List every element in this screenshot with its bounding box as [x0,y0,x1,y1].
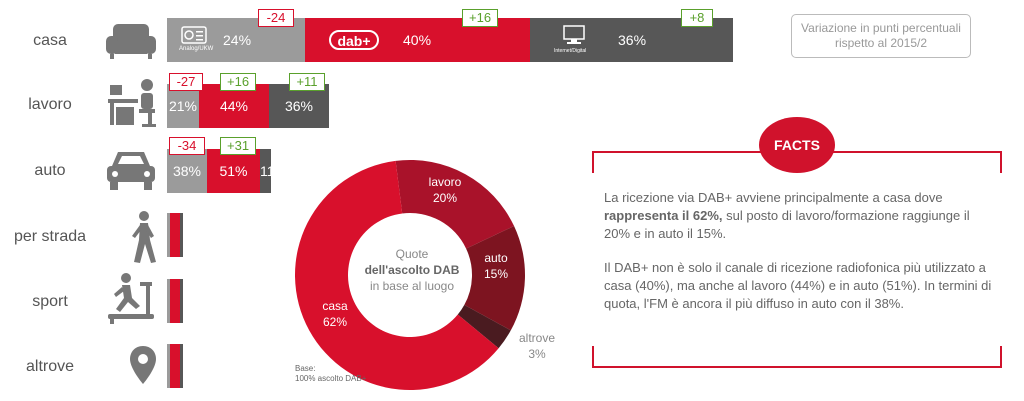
slice-value: 20% [432,191,458,205]
bar-per-strada [167,213,183,257]
donut-center-line1: Quote [395,247,429,261]
change-badge: +16 [462,9,498,27]
dab-logo-icon: dab+ [329,30,379,50]
facts-frame-right [1000,151,1002,173]
location-label-casa: casa [33,32,67,49]
bar-casa-analog: Analog/UKW 24% [167,18,305,62]
base-note: Base: 100% ascolto DAB+ [295,364,366,384]
bar-sport [167,279,183,323]
change-badge: -34 [169,137,205,155]
facts-paragraph-2: Il DAB+ non è solo il canale di ricezion… [604,260,992,311]
location-label-per-strada: per strada [13,228,87,245]
slice-label-altrove: altrove 3% [507,330,567,362]
change-badge: +31 [220,137,256,155]
treadmill-runner-icon [108,273,154,324]
slice-name: auto [484,251,508,265]
bar-value: 36% [618,32,647,48]
slice-label-auto: auto 15% [470,250,522,282]
digital-caption: Internet/Digital [554,48,587,54]
donut-slice-altrove [457,304,511,349]
facts-frame-right-bottom [1000,346,1002,368]
sofa-icon [106,24,156,59]
donut-center-line2: dell'ascolto DAB [364,263,460,277]
change-badge: +16 [220,73,256,91]
change-badge: -24 [258,9,294,27]
slice-value: 62% [322,315,348,329]
change-legend-note: Variazione in punti percentuali rispetto… [791,14,971,58]
bar-auto-digital: 11% [260,149,271,193]
slice-value: 15% [483,267,509,281]
bar-lavoro-analog: 21% [167,84,199,128]
location-label-auto: auto [34,162,66,179]
slice-name: casa [322,299,348,313]
change-badge: +8 [681,9,713,27]
walking-person-icon [132,211,156,263]
bar-auto-analog: 38% [167,149,207,193]
slice-name: altrove [518,331,556,345]
facts-badge: FACTS [759,117,835,173]
bar-lavoro-digital: 36% [269,84,329,128]
analog-caption: Analog/UKW [179,46,214,52]
bar-value: 24% [223,32,252,48]
location-label-sport: sport [32,293,68,310]
facts-paragraph-1: La ricezione via DAB+ avviene principalm… [604,189,996,243]
bar-value: 40% [403,32,432,48]
slice-label-lavoro: lavoro 20% [415,174,475,206]
donut-center-label: Quote dell'ascolto DAB in base al luogo [357,246,467,294]
bar-lavoro-dab: 44% [199,84,269,128]
facts-p1-bold: rappresenta il 62%, [604,208,723,223]
computer-icon [563,25,585,44]
change-badge: -27 [169,73,203,91]
donut-slice-lavoro [395,160,515,249]
car-icon [107,152,155,190]
facts-frame-left [592,151,594,173]
bar-auto-dab: 51% [207,149,260,193]
base-note-line1: Base: [295,364,316,373]
donut-slice-casa [295,160,499,390]
location-label-lavoro: lavoro [28,96,72,113]
location-pin-icon [130,346,156,384]
desk-worker-icon [108,79,156,127]
bar-altrove [167,344,183,388]
location-label-altrove: altrove [25,358,75,375]
slice-name: lavoro [428,175,462,189]
facts-text: La ricezione via DAB+ avviene principalm… [604,189,996,329]
donut-center-line3: in base al luogo [369,279,455,293]
facts-frame-bottom [592,366,1002,368]
facts-p1-start: La ricezione via DAB+ avviene principalm… [604,190,943,205]
facts-p1-end: sul posto di lavoro/formazione raggiunge… [604,208,970,241]
base-note-line2: 100% ascolto DAB+ [295,374,367,383]
slice-value: 3% [528,347,546,361]
slice-label-casa: casa 62% [305,298,365,330]
donut-slice-auto [464,226,525,331]
change-badge: +11 [289,73,325,91]
donut-chart [295,160,525,390]
radio-icon [181,26,207,44]
facts-frame-left-bottom [592,346,594,368]
